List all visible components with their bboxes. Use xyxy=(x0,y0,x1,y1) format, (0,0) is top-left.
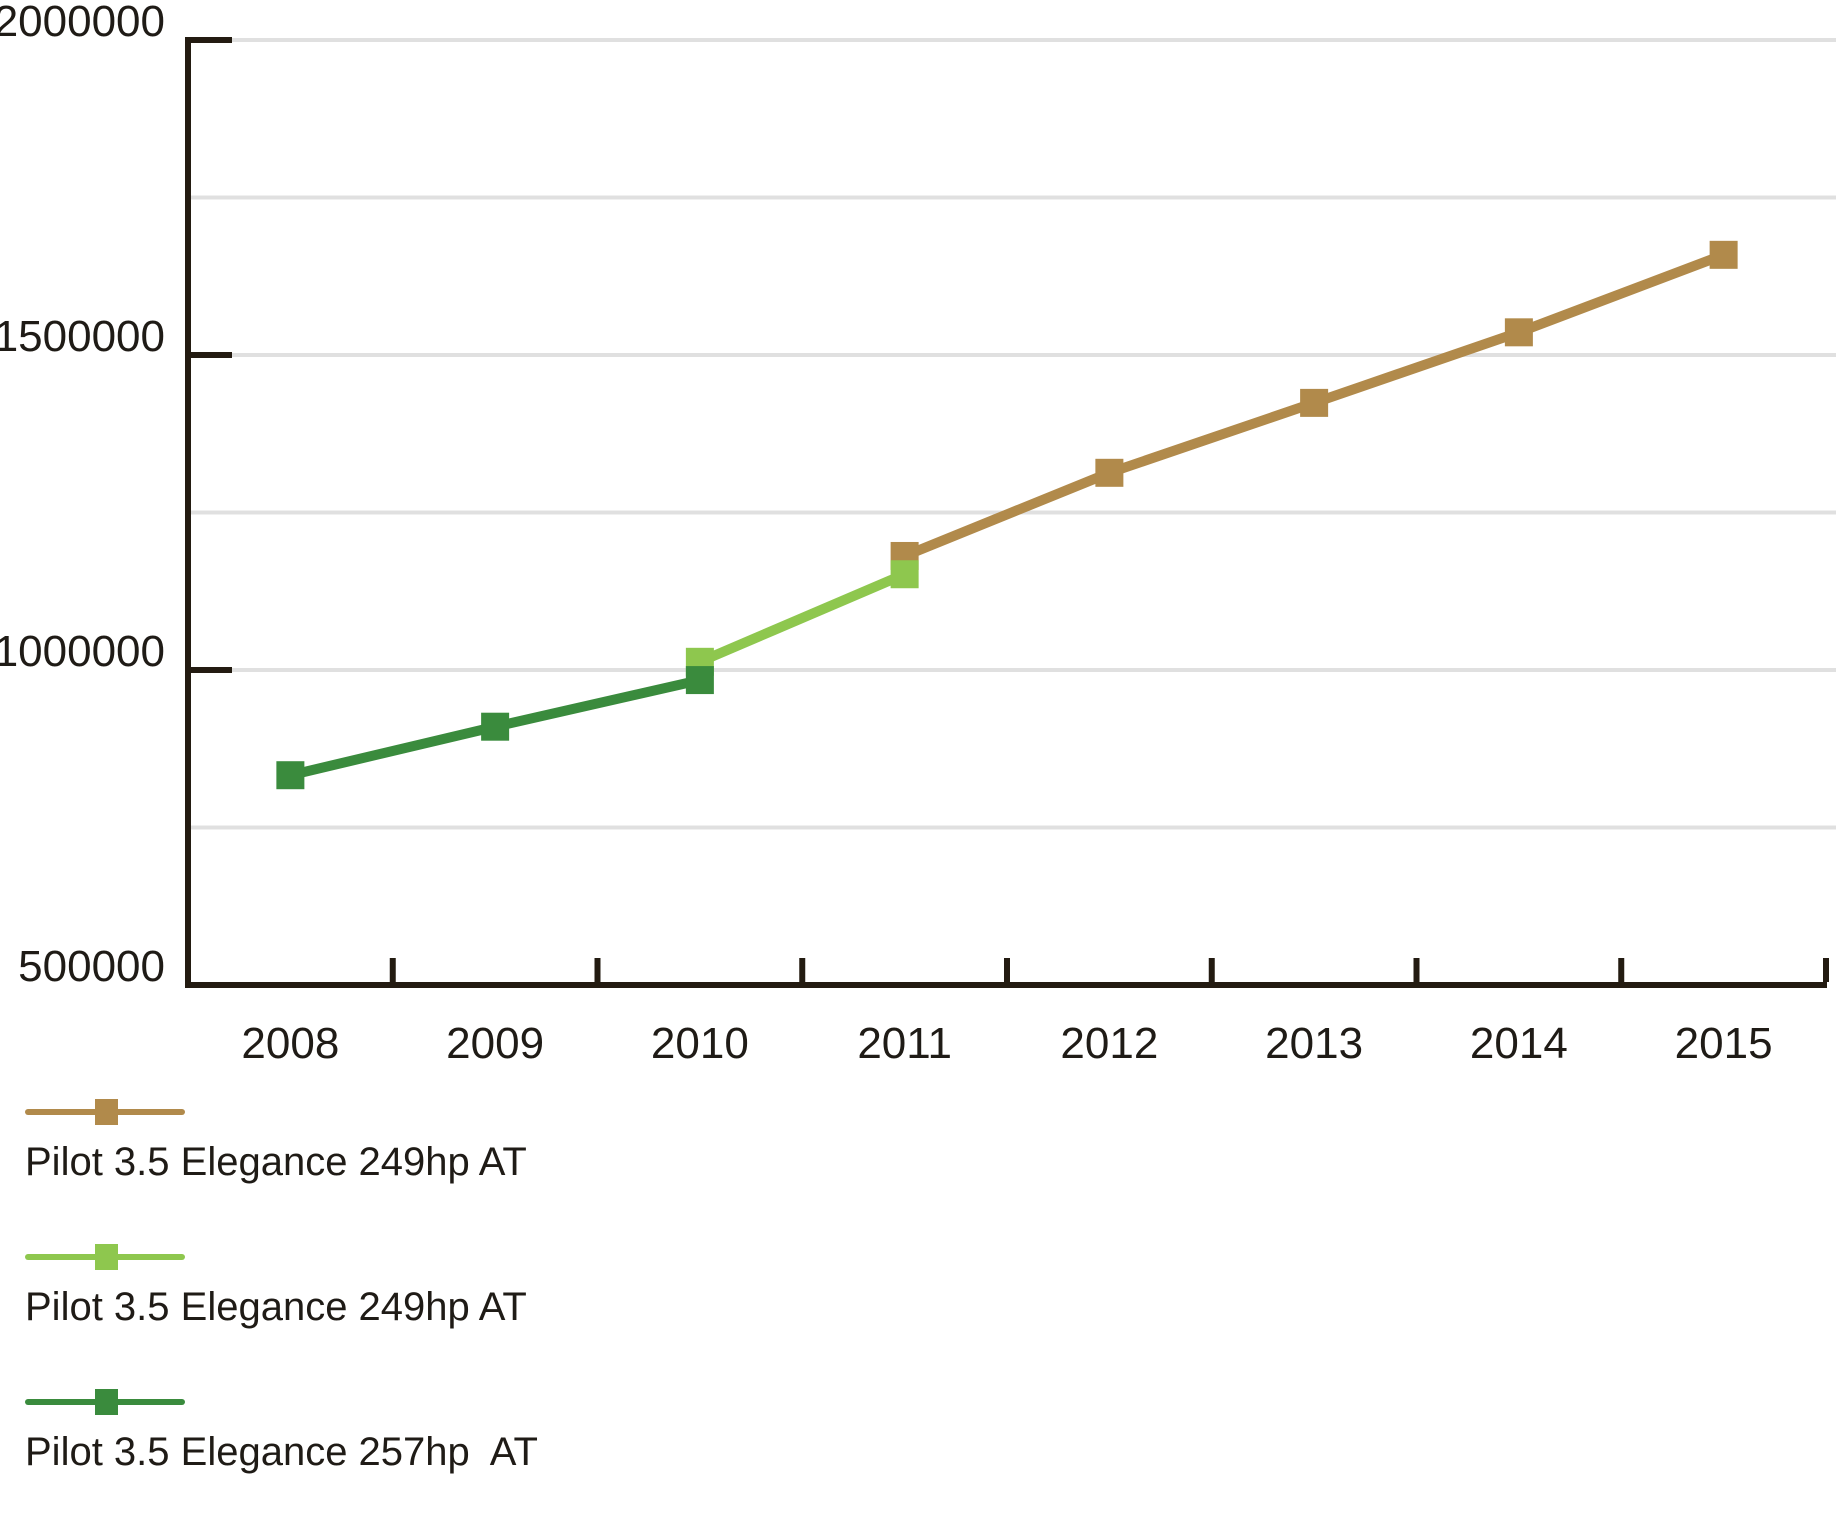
chart-svg: 500000 1000000 1500000 2000000 2008 2009 2010 2… xyxy=(0,0,1836,1068)
series-marker xyxy=(890,560,919,589)
x-axis-tick-label: 2008 xyxy=(241,1019,339,1068)
legend-item: Pilot 3.5 Elegance 257hp AT xyxy=(25,1389,538,1474)
y-axis-tick-label: 2000000 xyxy=(0,0,165,46)
legend-swatch xyxy=(25,1244,185,1270)
line-chart: 500000 1000000 1500000 2000000 2008 2009 2010 2… xyxy=(0,0,1836,1474)
x-axis-tick-label: 2012 xyxy=(1060,1019,1158,1068)
y-axis-tick-label: 500000 xyxy=(18,942,165,991)
y-axis-tick-label: 1000000 xyxy=(0,627,165,676)
legend-label: Pilot 3.5 Elegance 249hp AT xyxy=(25,1140,527,1184)
legend-swatch-marker xyxy=(95,1099,118,1125)
legend-item: Pilot 3.5 Elegance 249hp AT xyxy=(25,1099,538,1184)
legend: Pilot 3.5 Elegance 249hp AT Pilot 3.5 El… xyxy=(25,1099,538,1534)
legend-swatch-marker xyxy=(95,1389,118,1415)
series-line xyxy=(697,569,907,667)
x-axis-tick-label: 2009 xyxy=(446,1019,544,1068)
legend-swatch-marker xyxy=(95,1244,118,1270)
series-marker xyxy=(685,666,714,695)
series-marker xyxy=(481,712,510,741)
x-axis-tick-label: 2011 xyxy=(857,1019,952,1068)
series-marker xyxy=(1504,318,1533,347)
series-marker xyxy=(1095,458,1124,487)
x-axis-tick-label: 2010 xyxy=(651,1019,749,1068)
x-axis-tick-label: 2015 xyxy=(1675,1019,1773,1068)
legend-item: Pilot 3.5 Elegance 249hp AT xyxy=(25,1244,538,1329)
x-axis-tick-label: 2013 xyxy=(1265,1019,1363,1068)
series-marker xyxy=(1300,388,1329,417)
x-axis-tick-label: 2014 xyxy=(1470,1019,1568,1068)
legend-swatch xyxy=(25,1389,185,1415)
y-axis-tick-label: 1500000 xyxy=(0,312,165,361)
series-marker xyxy=(276,761,305,790)
series-marker xyxy=(1709,240,1738,269)
legend-label: Pilot 3.5 Elegance 257hp AT xyxy=(25,1430,538,1474)
legend-swatch xyxy=(25,1099,185,1125)
legend-label: Pilot 3.5 Elegance 249hp AT xyxy=(25,1285,527,1329)
